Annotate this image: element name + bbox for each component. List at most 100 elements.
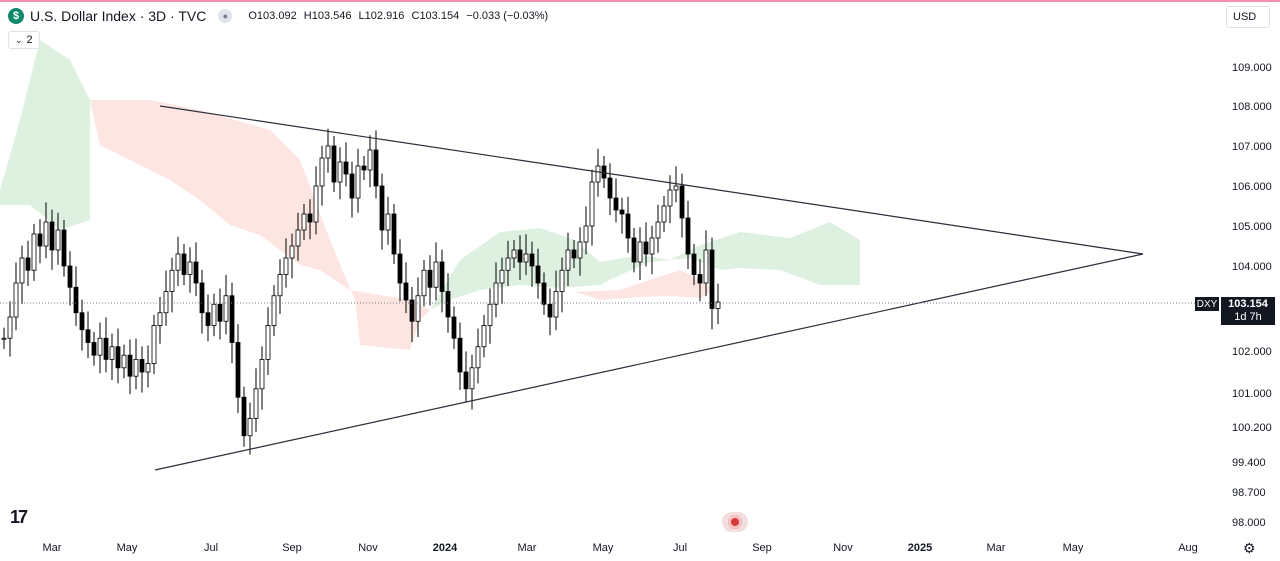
candle-up [187,261,193,275]
candle-down [103,337,109,360]
candle-up [511,249,517,259]
candle-up [259,358,265,390]
price-axis[interactable]: 109.000 108.000 107.000 106.000 105.000 104.0… [1232,62,1272,529]
candle-down [535,265,541,284]
currency-button[interactable]: USD [1226,6,1270,28]
candle-up [175,253,181,271]
candle-down [85,329,91,343]
candle-down [373,149,379,187]
candle-up [565,249,571,271]
candle-up [649,237,655,255]
gear-icon[interactable]: ⚙ [1243,540,1256,556]
candle-up [7,316,13,339]
x-tick-label: Sep [282,542,302,554]
candle-down [205,312,211,326]
candle-down [685,217,691,255]
candle-up [253,388,259,419]
candle-down [349,173,355,199]
candle-up [169,269,175,292]
candle-up [325,145,331,159]
candle-up [319,157,325,187]
candle-up [13,282,19,318]
candle-up [493,282,499,305]
y-tick-label: 109.000 [1232,62,1272,74]
y-tick-label: 108.000 [1232,101,1272,113]
candle-down [379,185,385,231]
candle-down [79,312,85,331]
candle-down [709,249,715,309]
candle-down [307,213,313,223]
candle-down [61,229,67,267]
candle-up [211,303,217,326]
candle-up [583,225,589,243]
symbol-tag: DXY [1195,297,1219,311]
candle-up [433,261,439,288]
candle-up [283,257,289,275]
candle-up [313,185,319,223]
candle-up [595,165,601,183]
candle-up [55,229,61,251]
candle-down [91,342,97,356]
candle-up [655,221,661,239]
candle-down [427,269,433,288]
y-tick-label: 98.700 [1232,487,1266,499]
candle-up [31,233,37,271]
candle-up [19,257,25,284]
candle-down [331,145,337,183]
tradingview-logo-icon[interactable]: 17 [10,507,28,527]
candle-up [301,213,307,231]
symbol-title[interactable]: U.S. Dollar Index · 3D · TVC [30,8,207,24]
y-tick-label: 105.000 [1232,221,1272,233]
candle-up [265,325,271,360]
candle-up [499,269,505,284]
candle-down [73,286,79,314]
candle-up [43,221,49,247]
candle-up [121,354,127,369]
candle-down [397,253,403,284]
triangle-trendlines [154,105,1144,471]
candle-down [199,282,205,314]
candle-up [367,149,373,171]
y-tick-label: 107.000 [1232,141,1272,153]
candle-down [343,161,349,175]
candle-down [37,233,43,247]
candle-up [247,418,253,437]
ohlc-change: −0.033 (−0.03%) [466,10,549,22]
candle-down [241,396,247,437]
candle-up [553,291,559,318]
time-axis[interactable]: Mar May Jul Sep Nov 2024 Mar May Jul Sep Nov 2025 Ma… [43,542,1198,554]
candle-up [385,213,391,231]
x-tick-label: Nov [358,542,378,554]
candle-up [715,301,721,309]
candle-down [571,249,577,259]
x-tick-label: May [117,542,138,554]
candle-down [49,221,55,251]
candle-down [235,342,241,398]
candle-up [505,257,511,271]
candle-up [133,358,139,377]
candle-down [697,274,703,284]
indicators-toggle[interactable]: ⌄ 2 [8,31,40,49]
candle-down [625,213,631,239]
x-tick-label: Jul [673,542,687,554]
indicators-count: 2 [26,34,33,46]
candle-down [457,337,463,373]
last-price-tag: 103.154 1d 7h [1221,297,1275,325]
candle-down [391,213,397,255]
us-flag-icon[interactable] [722,512,748,532]
candle-down [517,249,523,263]
candle-down [409,299,415,322]
candle-down [67,265,73,288]
candle-down [193,261,199,284]
x-tick-label: Jul [204,542,218,554]
candle-up [1,337,7,340]
lower-trendline [154,253,1144,471]
x-tick-label: Mar [43,542,62,554]
symbol-badge-icon[interactable]: $ [8,8,24,24]
bar-countdown: 1d 7h [1234,311,1262,323]
candle-down [643,241,649,255]
candle-up [661,205,667,223]
eye-icon[interactable]: ● [218,9,233,23]
candle-up [109,346,115,360]
